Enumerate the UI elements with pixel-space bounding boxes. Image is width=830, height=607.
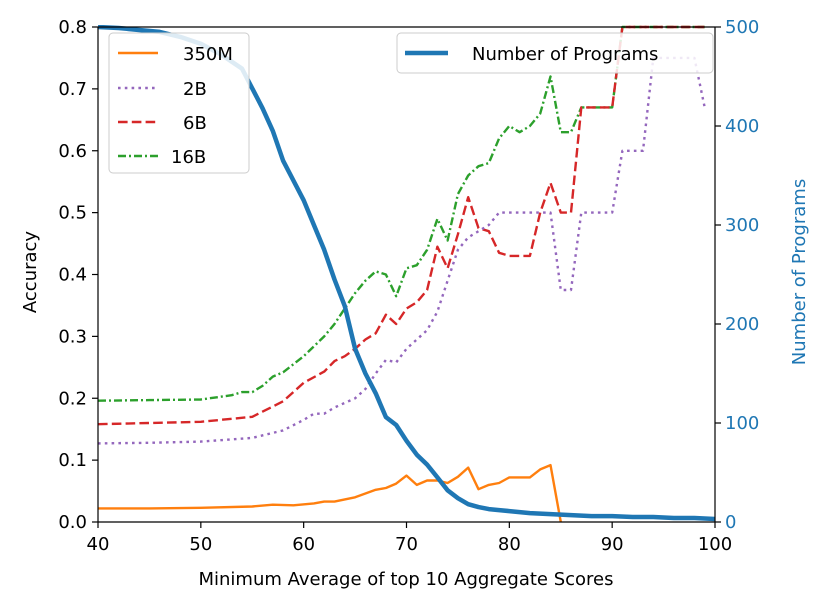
- series-line-2b: [98, 56, 706, 445]
- legend-programs-label: Number of Programs: [472, 44, 658, 65]
- x-tick-label: 60: [292, 534, 315, 555]
- legend-350m-label: 350M: [183, 44, 233, 65]
- y-tick-label: 0.2: [58, 388, 87, 409]
- legend-2b-label: 2B: [183, 79, 207, 100]
- y2-axis-title: Number of Programs: [789, 179, 810, 365]
- y-tick-label: 0.1: [58, 450, 87, 471]
- legend-left: 350M 2B 6B 16B: [108, 32, 250, 174]
- y2-tick-label: 0: [725, 512, 736, 533]
- y-tick-label: 0.5: [58, 203, 87, 224]
- legend-6b-label: 6B: [183, 113, 207, 134]
- x-tick-label: 40: [87, 534, 110, 555]
- y-tick-label: 0.3: [58, 326, 87, 347]
- x-tick-label: 50: [189, 534, 212, 555]
- y-tick-label: 0.7: [58, 79, 87, 100]
- y2-tick-label: 300: [725, 215, 759, 236]
- x-tick-label: 100: [698, 534, 732, 555]
- y2-tick-label: 500: [725, 17, 759, 38]
- x-tick-label: 70: [395, 534, 418, 555]
- y-tick-label: 0.6: [58, 141, 87, 162]
- legend-right: Number of Programs: [396, 32, 714, 74]
- y-axis-title: Accuracy: [20, 231, 41, 314]
- y-tick-label: 0.4: [58, 265, 87, 286]
- y2-tick-label: 400: [725, 116, 759, 137]
- legend-16b-label: 16B: [171, 147, 206, 168]
- y-tick-label: 0.8: [58, 17, 87, 38]
- ticks-layer: 40 50 60 70 80 90 100 0.0 0.1 0.2 0.3 0.4 0.5 0.6 0.7 0…: [58, 17, 759, 555]
- y-tick-label: 0.0: [58, 512, 87, 533]
- x-tick-label: 90: [601, 534, 624, 555]
- legend-right-frame: [396, 32, 714, 74]
- x-axis-title: Minimum Average of top 10 Aggregate Scor…: [198, 569, 613, 590]
- x-tick-label: 80: [498, 534, 521, 555]
- y2-tick-label: 200: [725, 314, 759, 335]
- legend-left-frame: [108, 32, 250, 174]
- series-line-350m: [98, 463, 562, 522]
- y2-tick-label: 100: [725, 413, 759, 434]
